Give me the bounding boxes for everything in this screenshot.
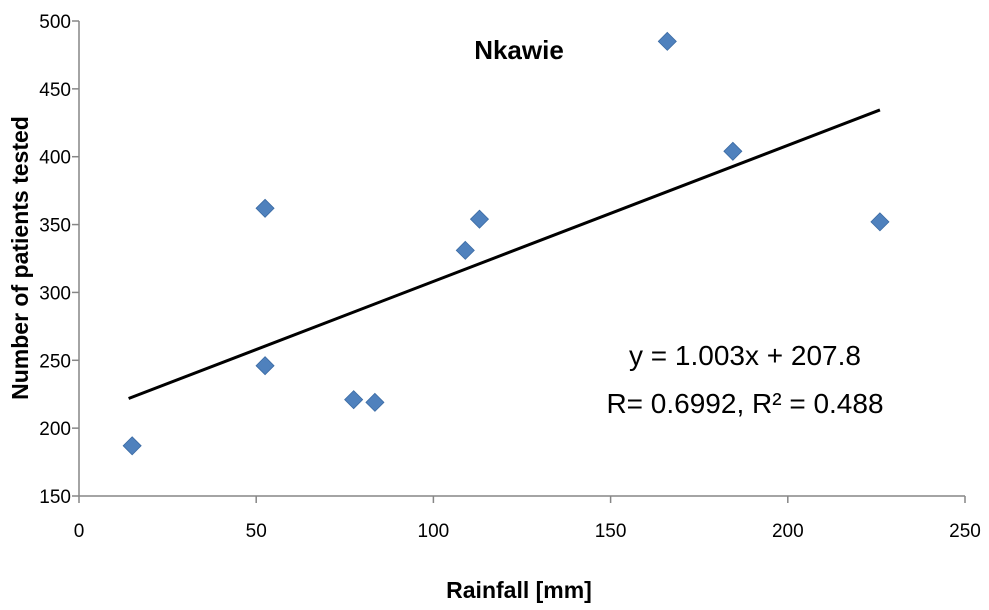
y-tick-label: 150 xyxy=(39,487,71,508)
data-point xyxy=(455,240,475,260)
y-axis-label: Number of patients tested xyxy=(7,116,33,400)
y-tick-label: 400 xyxy=(39,148,71,169)
ticks: 0 50 100 150 200 250 150 200 250 300 350 400 450 500 xyxy=(39,12,981,542)
trendline xyxy=(128,108,881,400)
data-point xyxy=(469,209,490,229)
trendline-layer xyxy=(128,108,881,400)
data-point xyxy=(122,436,142,456)
x-tick-label: 0 xyxy=(74,521,85,542)
y-tick-label: 450 xyxy=(39,80,71,101)
chart-title: Nkawie xyxy=(474,35,564,65)
y-tick-label: 500 xyxy=(39,12,71,33)
data-point xyxy=(255,198,275,218)
x-tick-label: 50 xyxy=(246,521,267,542)
axes xyxy=(78,21,965,497)
points-layer xyxy=(122,31,890,456)
y-tick-label: 300 xyxy=(39,283,71,304)
x-axis-label: Rainfall [mm] xyxy=(446,577,592,603)
data-point xyxy=(657,31,677,51)
correlation-annotation: R= 0.6992, R² = 0.488 xyxy=(606,388,883,419)
data-point xyxy=(344,390,364,410)
x-tick-label: 250 xyxy=(949,521,981,542)
data-point xyxy=(870,212,890,232)
data-point xyxy=(723,141,743,161)
y-tick-label: 250 xyxy=(39,351,71,372)
y-tick-label: 200 xyxy=(39,419,71,440)
x-tick-label: 150 xyxy=(595,521,627,542)
data-point xyxy=(255,356,275,376)
x-tick-label: 100 xyxy=(418,521,450,542)
x-tick-label: 200 xyxy=(772,521,804,542)
y-tick-label: 350 xyxy=(39,216,71,237)
data-point xyxy=(365,392,385,412)
trendline-equation: y = 1.003x + 207.8 xyxy=(629,340,861,371)
